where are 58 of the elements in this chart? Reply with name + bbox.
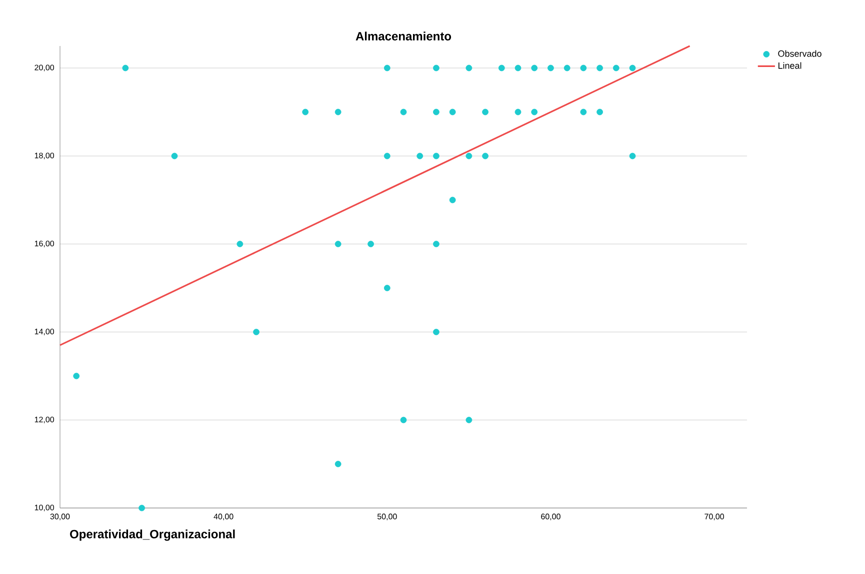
point xyxy=(449,196,456,204)
point xyxy=(514,64,522,72)
point xyxy=(629,152,636,160)
point xyxy=(433,152,440,160)
y-tick-label: 10,00 xyxy=(34,504,54,512)
point xyxy=(531,108,538,116)
point xyxy=(466,152,472,160)
point xyxy=(531,64,538,72)
x-axis-title: Operatividad_Organizacional xyxy=(70,530,235,541)
legend-label: Observado xyxy=(778,50,822,57)
point xyxy=(334,108,342,116)
point xyxy=(171,152,178,160)
chart-title: Almacenamiento xyxy=(356,32,452,40)
point xyxy=(400,416,407,424)
x-tick-label: 30,00 xyxy=(50,514,70,520)
point xyxy=(433,328,440,336)
point xyxy=(564,64,570,72)
point xyxy=(580,108,587,116)
point xyxy=(482,108,488,116)
point xyxy=(548,64,554,72)
point xyxy=(449,108,456,116)
point xyxy=(384,284,390,292)
point xyxy=(514,108,522,116)
point xyxy=(466,64,472,72)
point xyxy=(253,328,260,336)
point xyxy=(334,240,342,248)
point xyxy=(466,416,472,424)
y-tick-label: 18,00 xyxy=(34,152,54,160)
point xyxy=(302,108,309,116)
x-tick-label: 70,00 xyxy=(704,514,724,520)
x-tick-label: 60,00 xyxy=(541,514,560,520)
point xyxy=(596,64,603,72)
point xyxy=(612,64,620,72)
point xyxy=(138,504,145,512)
point xyxy=(433,64,440,72)
x-tick-label: 40,00 xyxy=(214,514,234,520)
point xyxy=(416,152,424,160)
y-tick-label: 16,00 xyxy=(34,240,54,248)
point xyxy=(368,240,374,248)
point xyxy=(596,108,603,116)
y-tick-label: 12,00 xyxy=(34,416,54,424)
point xyxy=(236,240,244,248)
x-tick-label: 50,00 xyxy=(377,514,397,520)
point xyxy=(384,152,390,160)
legend-label: Lineal xyxy=(778,62,802,69)
point xyxy=(482,152,488,160)
point xyxy=(498,64,505,72)
point xyxy=(334,460,342,468)
point xyxy=(384,64,390,72)
y-tick-label: 20,00 xyxy=(34,64,54,72)
point xyxy=(400,108,407,116)
point xyxy=(580,64,587,72)
point xyxy=(73,372,80,380)
y-tick-label: 14,00 xyxy=(34,328,54,336)
point xyxy=(122,64,129,72)
point xyxy=(433,108,440,116)
point xyxy=(433,240,440,248)
point xyxy=(629,64,636,72)
